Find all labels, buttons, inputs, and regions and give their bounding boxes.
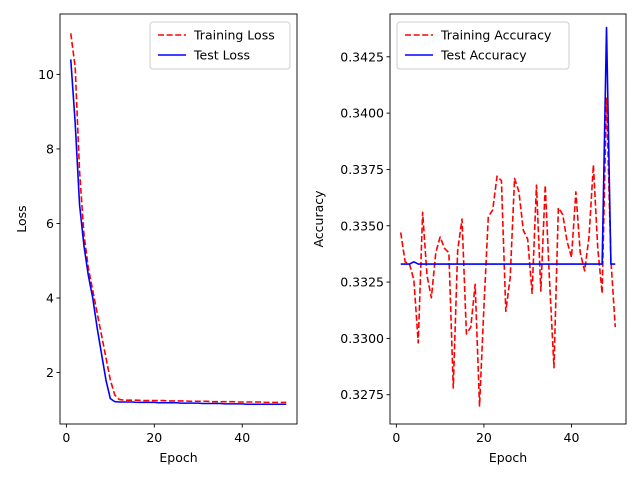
accuracy-chart: 0 20 40 0.3275 0.3300 0.3325 0.3350 0.3375 0.340…: [311, 13, 627, 465]
chart-1-legend-label-test-loss: Test Loss: [193, 48, 250, 63]
chart-1-y-tick-label: 2: [46, 365, 54, 380]
chart-2-y-tick-label: 0.3400: [340, 106, 384, 121]
chart-1-y-tick-label: 10: [38, 67, 54, 82]
chart-2-legend-label-training-accuracy: Training Accuracy: [440, 28, 552, 43]
chart-1-y-tick-label: 6: [46, 216, 54, 231]
chart-1-x-tick-label: 40: [234, 430, 250, 445]
chart-2-axes-frame: [389, 13, 627, 425]
chart-1-x-tick-label: 20: [146, 430, 162, 445]
chart-2-x-tick-label: 40: [564, 430, 580, 445]
chart-1-y-axis-label: Loss: [14, 205, 29, 232]
chart-2-legend-label-test-accuracy: Test Accuracy: [440, 48, 527, 63]
chart-2-y-tick-label: 0.3425: [340, 49, 384, 64]
chart-2-x-axis-label: Epoch: [489, 450, 527, 465]
chart-1-y-tick-label: 4: [46, 291, 54, 306]
chart-2-legend: [396, 21, 570, 70]
chart-1-x-tick-label: 0: [62, 430, 70, 445]
chart-1-axes-frame: [59, 13, 298, 425]
loss-chart: 0 20 40 2 4 6 8 10 Epoch Loss Training Loss Test Lo…: [14, 13, 298, 465]
chart-1-series-training-loss-line: [69, 33, 287, 404]
chart-2-x-tick-label: 20: [476, 430, 492, 445]
chart-2-x-tick-label: 0: [392, 430, 400, 445]
chart-2-y-tick-label: 0.3275: [340, 387, 384, 402]
chart-2-y-tick-label: 0.3300: [340, 331, 384, 346]
chart-1-legend: [149, 21, 291, 70]
chart-2-series-training-accuracy-line: [399, 96, 617, 407]
chart-1-x-axis-label: Epoch: [159, 450, 197, 465]
chart-2-series-test-accuracy-line: [400, 26, 616, 265]
chart-1-legend-label-training-loss: Training Loss: [193, 28, 275, 43]
chart-1-y-tick-label: 8: [46, 141, 54, 156]
chart-2-y-tick-label: 0.3375: [340, 162, 384, 177]
chart-2-y-tick-label: 0.3325: [340, 275, 384, 290]
chart-2-y-axis-label: Accuracy: [311, 190, 326, 248]
chart-1-series-test-loss-line: [69, 59, 287, 406]
chart-2-y-tick-label: 0.3350: [340, 218, 384, 233]
